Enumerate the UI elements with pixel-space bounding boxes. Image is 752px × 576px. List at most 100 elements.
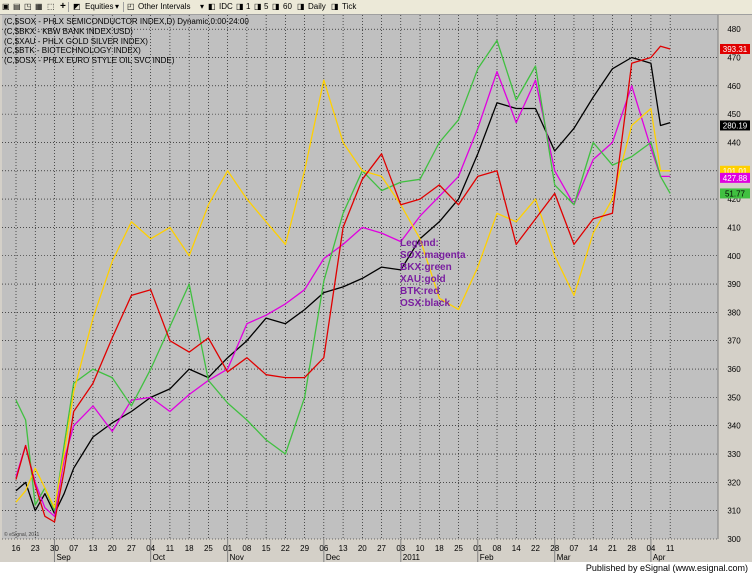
legend-item-sox: SOX:magenta [400,250,466,261]
x-tick-label: 22 [281,544,290,553]
toolbar: ▣ ▤ ◳ ▦ ⬚ + ◩ Equities ▾ ◰ Other Interva… [0,0,752,15]
header-line-bkx: (C,$BKX - KBW BANK INDEX USD) [4,27,133,36]
x-month-label: Oct [153,553,166,562]
daily-icon: ◨ [297,2,305,11]
x-tick-label: 20 [358,544,367,553]
toolbar-separator [123,2,124,12]
header-line-sox: (C,$SOX - PHLX SEMICONDUCTOR INDEX,D) Dy… [4,17,249,26]
x-tick-label: 07 [570,544,579,553]
header-line-btk: (C,$BTK - BIOTECHNOLOGY INDEX) [4,46,141,55]
last-value-box [720,120,750,131]
x-axis: 16 23 30 07 13 20 27 04 11 18 25 01 08 15 22 29 06 13 20 27… [12,539,675,562]
x-month-label: Apr [653,553,666,562]
chart-legend: Legend: SOX:magenta BKX:green XAU:gold B… [400,238,466,309]
published-by: Published by eSignal (www.esignal.com) [585,563,748,573]
toolbar-icon-5[interactable]: ⬚ [47,2,55,11]
x-tick-label: 21 [608,544,617,553]
last-value-box [720,165,750,176]
last-value-label: 427.88 [723,174,748,183]
intervals-icon: ◰ [127,2,135,11]
series-line-bkx [15,39,671,512]
interval-60-button[interactable]: 60 [283,2,292,11]
legend-item-btk: BTK:red [400,286,439,297]
interval-5-button[interactable]: 5 [264,2,269,11]
tick-icon: ◨ [331,2,339,11]
equities-dropdown-arrow-icon[interactable]: ▾ [115,2,120,11]
toolbar-icon-4[interactable]: ▦ [35,2,43,11]
last-value-box [720,43,750,54]
x-tick-label: 13 [339,544,348,553]
footer: Published by eSignal (www.esignal.com) [0,562,752,576]
header-line-osx: (C,$OSX - PHLX EURO STYLE OIL SVC INDE) [4,56,175,65]
legend-title: Legend: [400,238,439,249]
x-tick-label: 14 [589,544,598,553]
x-tick-label: 23 [31,544,40,553]
last-value-label: 393.31 [723,45,748,54]
x-tick-label: 10 [416,544,425,553]
x-tick-label: 18 [435,544,444,553]
y-tick-label: 420 [727,195,741,204]
y-tick-label: 330 [727,450,741,459]
x-tick-label: 28 [627,544,636,553]
y-tick-label: 360 [727,365,741,374]
x-tick-label: 11 [166,544,175,553]
y-tick-label: 340 [727,422,741,431]
price-chart[interactable]: 300 310 320 330 340 350 360 370 380 390 400 410 420 4… [0,15,752,562]
idc-icon: ◧ [208,2,216,11]
interval-1-button[interactable]: 1 [246,2,251,11]
x-month-label: Sep [56,553,71,562]
toolbar-icon-1[interactable]: ▣ [2,2,10,11]
intervals-dropdown-arrow-icon[interactable]: ▾ [200,2,205,11]
x-month-label: Mar [557,553,571,562]
x-tick-label: 27 [127,544,136,553]
toolbar-separator [68,2,69,12]
tick-button[interactable]: Tick [342,2,357,11]
add-symbol-button[interactable]: + [60,1,66,12]
watermark: © eSignal, 2011 [4,531,40,538]
x-tick-label: 25 [204,544,213,553]
y-tick-label: 470 [727,53,741,62]
series-line-btk [15,45,671,523]
y-tick-label: 320 [727,478,741,487]
y-tick-label: 300 [727,535,741,544]
series-line-sox [15,70,671,517]
header-text: (C,$SOX - PHLX SEMICONDUCTOR INDEX,D) Dy… [4,17,249,65]
legend-item-osx: OSX:black [400,298,450,309]
series-line-xau [15,79,671,509]
equities-dropdown[interactable]: Equities [85,2,114,11]
y-tick-label: 380 [727,308,741,317]
x-tick-label: 20 [108,544,117,553]
x-tick-label: 08 [493,544,502,553]
legend-item-xau: XAU:gold [400,274,446,285]
y-tick-label: 370 [727,337,741,346]
toolbar-icon-2[interactable]: ▤ [13,2,21,11]
x-tick-label: 14 [512,544,521,553]
last-value-label: 280.19 [723,121,748,130]
equities-icon: ◩ [73,2,81,11]
y-tick-label: 440 [727,138,741,147]
y-tick-label: 390 [727,280,741,289]
interval-5-icon: ◨ [254,2,262,11]
y-tick-label: 400 [727,252,741,261]
x-tick-label: 27 [377,544,386,553]
x-tick-label: 15 [262,544,271,553]
interval-1-icon: ◨ [236,2,244,11]
series-line-osx [15,56,671,515]
x-month-label: 2011 [403,553,421,562]
daily-button[interactable]: Daily [308,2,326,11]
x-tick-label: 13 [89,544,98,553]
x-month-label: Feb [480,553,494,562]
y-tick-label: 310 [727,507,741,516]
y-tick-label: 410 [727,223,741,232]
y-tick-label: 460 [727,82,741,91]
x-tick-label: 07 [69,544,78,553]
header-line-xau: (C,$XAU - PHLX GOLD SILVER INDEX) [4,37,148,46]
other-intervals-dropdown[interactable]: Other Intervals [138,2,191,11]
x-tick-label: 18 [185,544,194,553]
last-value-box [720,188,750,199]
toolbar-icon-3[interactable]: ◳ [24,2,32,11]
y-tick-label: 350 [727,393,741,402]
idc-button[interactable]: IDC [219,2,233,11]
y-tick-label: 480 [727,25,741,34]
